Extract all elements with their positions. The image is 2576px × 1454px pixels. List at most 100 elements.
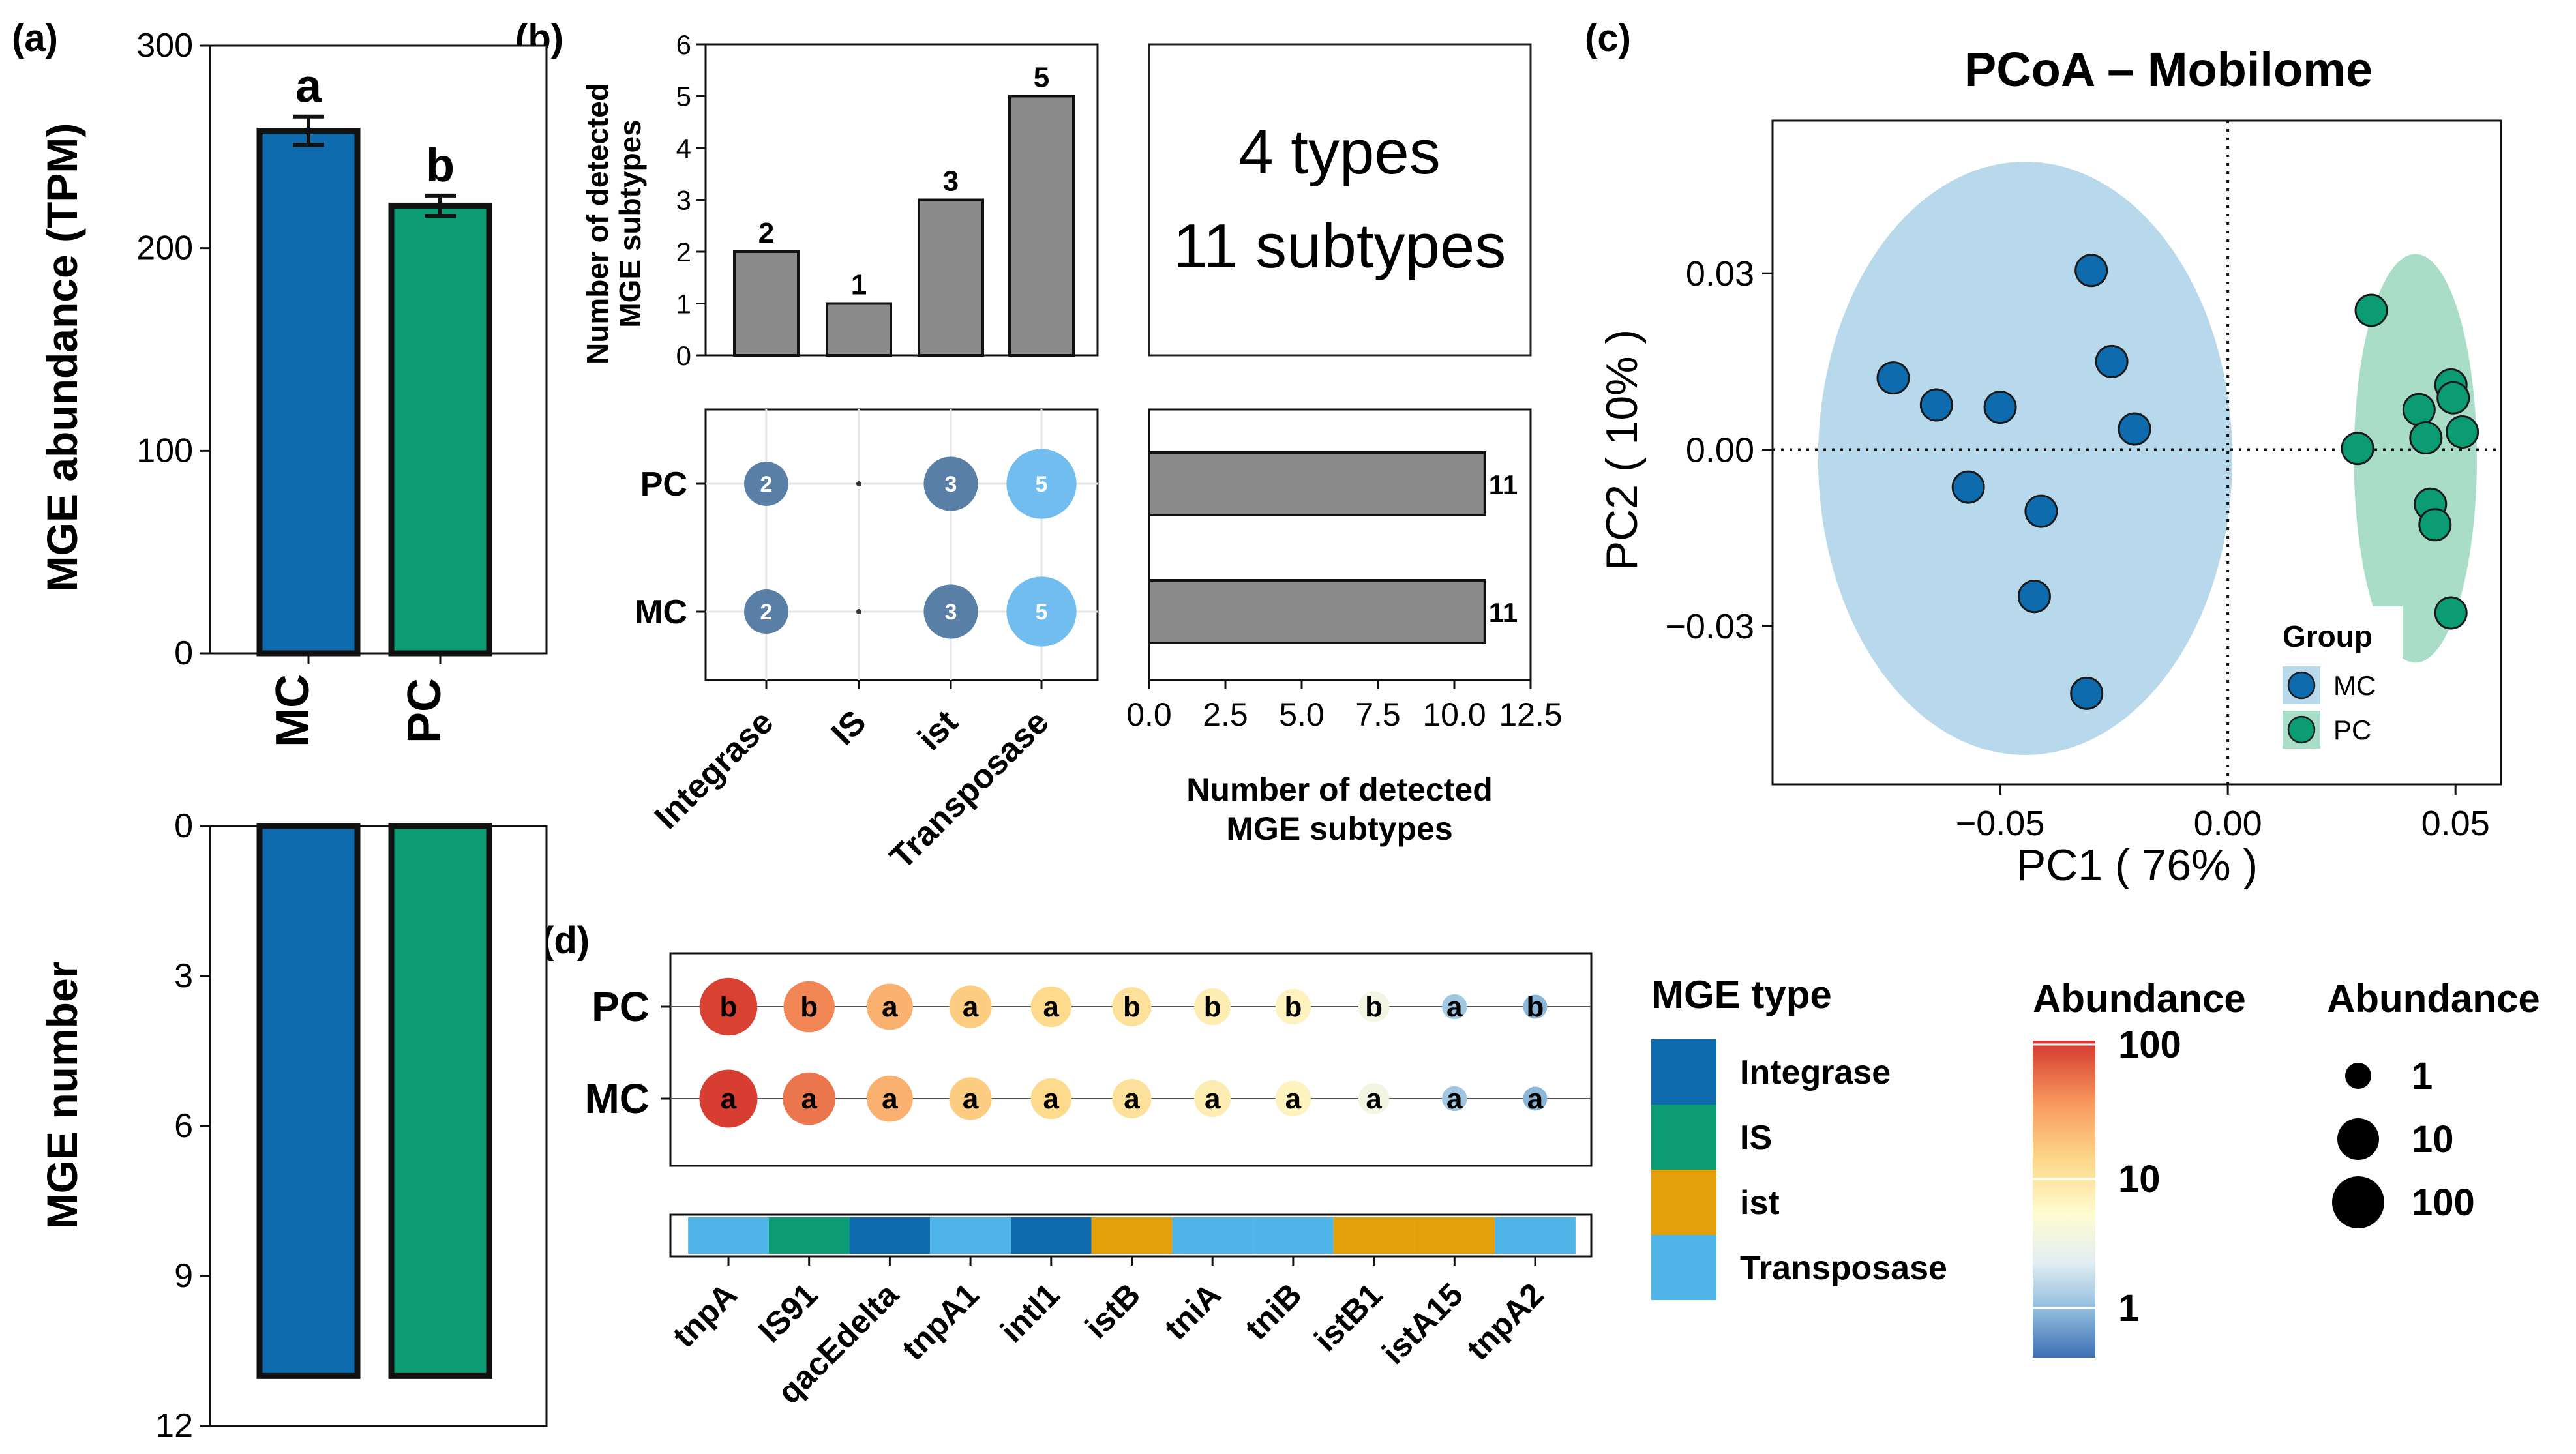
- c-ellipse-mc: [1818, 162, 2233, 755]
- c-point-mc-2: [1983, 391, 2017, 424]
- d-dot-1-0: [699, 1069, 758, 1128]
- b-right-bar-pc: [1148, 451, 1486, 516]
- d-dot-0-6: [1194, 988, 1231, 1026]
- b-matrix-xtick-label-3: Transposase: [883, 703, 1056, 876]
- d-dot-letter-1-6: a: [1205, 1083, 1221, 1115]
- b-top-frame: [704, 43, 1099, 357]
- d-xtick-label-1: IS91: [751, 1276, 824, 1349]
- a-top-ytick-label-3: 300: [136, 27, 193, 65]
- a-top-bar-pc: [388, 202, 492, 657]
- c-ylabel: PC2 ( 10% ): [1597, 329, 1647, 571]
- b-top-bars: 0 1 2 3 4 5 6 2 1 3 5: [676, 29, 1099, 371]
- c-point-pc-8: [2418, 508, 2452, 542]
- b-matrix-xtick-label-2: ist: [911, 703, 966, 758]
- d-dot-letter-0-4: a: [1043, 991, 1060, 1023]
- c-title: PCoA – Mobilome: [1964, 42, 2373, 96]
- b-top-bar-transposase: [1008, 95, 1075, 357]
- d-xtick-label-4: intI1: [993, 1276, 1066, 1349]
- d-type-legend-title: MGE type: [1651, 973, 1832, 1016]
- d-size-title: Abundance: [2327, 977, 2540, 1020]
- d-type-cell-9: [1414, 1217, 1495, 1254]
- d-dot-1-3: [949, 1077, 992, 1120]
- c-point-pc-5: [2436, 381, 2470, 415]
- b-top-ylabel-line2: MGE subtypes: [613, 119, 647, 328]
- d-dot-letter-1-10: a: [1527, 1083, 1544, 1115]
- d-type-key-is: [1651, 1105, 1716, 1170]
- d-dot-0-10: [1523, 994, 1548, 1019]
- c-point-mc-3: [1951, 470, 1985, 504]
- panel-label-c: (c): [1585, 17, 1631, 59]
- b-right-xlabel-line1: Number of detected: [1186, 771, 1493, 808]
- c-ytick-label-0: 0.03: [1686, 254, 1754, 293]
- b-right-xtick-label-0: 0.0: [1126, 696, 1172, 733]
- d-size-label-100: 100: [2412, 1181, 2475, 1224]
- d-dot-1-1: [783, 1072, 836, 1125]
- b-matrix-dot-label-1-0: 2: [760, 600, 773, 625]
- b-right-xtick-label-2: 5.0: [1279, 696, 1325, 733]
- b-matrix-dot-0-3: [1006, 449, 1077, 519]
- d-colorbar: [2033, 1041, 2095, 1358]
- b-matrix-dot-1-0: [744, 589, 788, 634]
- d-type-cell-5: [1091, 1217, 1173, 1254]
- d-type-label-integrase: Integrase: [1740, 1054, 1891, 1091]
- c-xtick-label-1: 0.00: [2194, 804, 2262, 843]
- b-right-bars: 11 11 0.0 2.5 5.0 7.5 10.0 12.5: [1126, 408, 1563, 733]
- b-top-value-label-3: 5: [1034, 62, 1049, 94]
- b-summary-subtypes: 11 subtypes: [1173, 211, 1506, 281]
- d-colorbar-label-10: 10: [2118, 1158, 2161, 1200]
- d-dot-0-8: [1358, 991, 1390, 1022]
- b-matrix-xtick-label-1: IS: [824, 703, 874, 752]
- b-top-ytick-label-5: 5: [676, 82, 691, 112]
- c-point-mc-5: [2017, 580, 2051, 614]
- d-dot-letter-0-0: b: [720, 991, 738, 1023]
- b-matrix-dot-label-1-3: 5: [1036, 600, 1048, 625]
- b-right-frame: [1148, 408, 1532, 681]
- a-top-xtick-pc: PC: [398, 678, 451, 743]
- b-matrix-dot-label-0-3: 5: [1036, 472, 1048, 497]
- d-type-key-ist: [1651, 1170, 1716, 1235]
- d-dot-1-6: [1194, 1080, 1231, 1118]
- d-ytick-label-0: PC: [592, 983, 650, 1030]
- c-legend-dot-pc: [2287, 715, 2316, 744]
- d-xtick-label-6: tniA: [1158, 1276, 1228, 1346]
- b-matrix-ytick-label-0: PC: [640, 466, 687, 503]
- b-top-ylabel-line1: Number of detected: [580, 83, 614, 364]
- a-bottom-ytick-label-0: 0: [174, 807, 193, 845]
- a-top-bar-mc: [256, 127, 361, 657]
- b-matrix-dot-0-2: [923, 456, 978, 511]
- d-size-label-1: 1: [2412, 1055, 2433, 1097]
- a-top-ytick-label-0: 0: [174, 634, 193, 672]
- d-dot-0-2: [866, 983, 913, 1030]
- b-right-xtick-label-4: 10.0: [1422, 696, 1486, 733]
- d-type-label-transposase: Transposase: [1740, 1249, 1947, 1287]
- b-right-value-label-1: 11: [1489, 597, 1518, 628]
- b-matrix-dot-0-0: [744, 462, 788, 506]
- c-point-pc-2: [2402, 393, 2436, 426]
- c-plot-frame: [1771, 119, 2502, 786]
- panel-c: PCoA – Mobilome −0.05 0.00 0.050.030.00−0.…: [1597, 42, 2502, 890]
- b-matrix-dot-label-0-2: 3: [945, 472, 957, 497]
- d-type-cell-4: [1010, 1217, 1092, 1254]
- d-size-dot-10: [2337, 1118, 2379, 1160]
- a-top-letter-0: a: [295, 61, 322, 113]
- c-point-mc-0: [1876, 361, 1910, 395]
- d-dot-letter-1-4: a: [1043, 1083, 1060, 1115]
- b-top-ytick-label-3: 3: [676, 185, 691, 216]
- d-dot-letter-0-2: a: [882, 991, 898, 1023]
- c-point-pc-1: [2341, 432, 2374, 466]
- b-summary-box: [1148, 43, 1532, 357]
- b-matrix-dot-label-0-0: 2: [760, 472, 773, 497]
- panel-label-d: (d): [541, 919, 590, 962]
- a-bottom-ytick-label-4: 12: [155, 1407, 193, 1445]
- d-dot-0-5: [1112, 987, 1152, 1026]
- c-point-mc-4: [2024, 494, 2058, 528]
- a-bottom-bar-pc: [388, 823, 492, 1379]
- d-colorbar-title: Abundance: [2033, 977, 2246, 1020]
- a-top-ylabel: MGE abundance (TPM): [38, 123, 86, 592]
- panel-b: 0 1 2 3 4 5 6 2 1 3 5 Number of detected MGE subty…: [580, 29, 1563, 876]
- b-top-bar-is: [826, 302, 892, 357]
- panel-a-top: 0 100 200 300 a b MGE abundance (TPM) MC PC: [38, 27, 548, 747]
- b-right-xtick-label-3: 7.5: [1355, 696, 1401, 733]
- c-legend-title: Group: [2283, 619, 2373, 653]
- d-type-key-integrase: [1651, 1039, 1716, 1105]
